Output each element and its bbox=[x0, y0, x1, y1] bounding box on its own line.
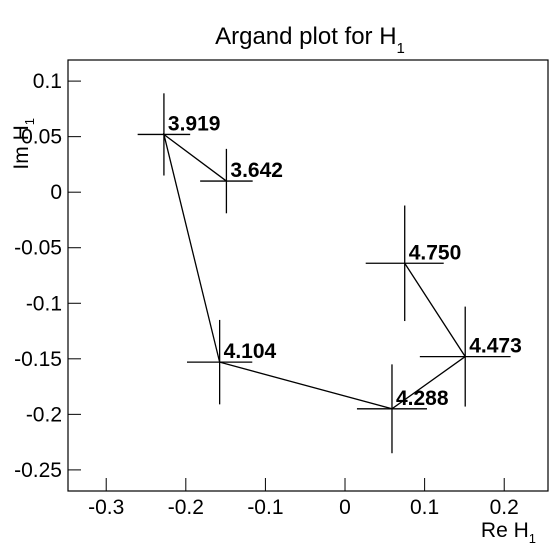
title-text: Argand plot for H bbox=[215, 23, 396, 50]
x-tick-label: -0.1 bbox=[247, 496, 283, 519]
plot-frame bbox=[67, 59, 549, 492]
point-label: 3.642 bbox=[230, 159, 283, 182]
x-tick-label: 0.1 bbox=[410, 496, 439, 519]
y-tick-label: 0.1 bbox=[33, 70, 62, 93]
x-axis-title-text: Re H bbox=[481, 519, 529, 542]
title-subscript: 1 bbox=[397, 40, 405, 57]
x-tick-label: 0 bbox=[339, 496, 351, 519]
y-tick-label: -0.25 bbox=[14, 459, 62, 482]
x-axis-title-subscript: 1 bbox=[529, 531, 536, 546]
point-label: 4.104 bbox=[224, 340, 277, 363]
y-axis-title-subscript: 1 bbox=[22, 118, 37, 125]
point-label: 4.473 bbox=[469, 335, 522, 358]
y-tick-label: -0.2 bbox=[26, 403, 62, 426]
y-tick-label: -0.15 bbox=[14, 348, 62, 371]
y-axis-title: Im H1 bbox=[10, 118, 37, 170]
x-tick-label: -0.2 bbox=[168, 496, 204, 519]
y-tick-label: 0.05 bbox=[21, 126, 62, 149]
y-tick-label: -0.05 bbox=[14, 237, 62, 260]
point-label: 4.288 bbox=[396, 387, 449, 410]
point-label: 3.919 bbox=[168, 112, 221, 135]
y-axis-title-text: Im H bbox=[10, 125, 33, 169]
x-tick-label: 0.2 bbox=[490, 496, 519, 519]
point-label: 4.750 bbox=[409, 241, 462, 264]
x-tick-label: -0.3 bbox=[88, 496, 124, 519]
y-tick-label: 0 bbox=[50, 181, 62, 204]
chart-title: Argand plot for H1 bbox=[215, 23, 405, 57]
x-axis-title: Re H1 bbox=[481, 519, 536, 546]
connecting-line bbox=[162, 132, 467, 410]
y-tick-label: -0.1 bbox=[26, 292, 62, 315]
